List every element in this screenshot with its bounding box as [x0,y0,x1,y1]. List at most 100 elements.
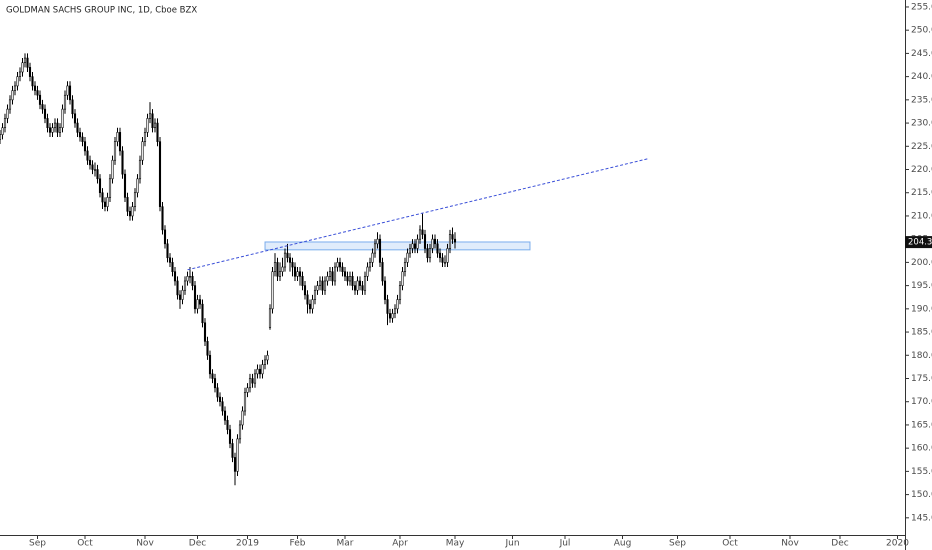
candle-body [131,206,134,217]
candle-body [118,132,122,152]
candle-body [158,141,162,207]
candle-body [333,266,337,282]
candle-body [323,280,327,291]
candle-body [231,443,234,458]
candle-body [236,438,239,472]
candle-body [63,94,67,110]
last-price-tag [905,236,932,249]
candle-body [431,238,434,249]
candle-body [386,299,389,314]
candle-body [258,368,262,375]
candle-body [293,266,297,277]
candle-body [176,280,179,296]
candle-body [81,136,84,142]
candle-body [438,252,442,259]
candle-body [308,303,312,310]
candle-body [376,238,379,245]
y-tick-label: 215.00 [911,188,932,198]
candle-body [123,173,127,198]
candle-body [168,257,172,263]
candle-body [356,280,359,291]
candle-body [31,76,34,87]
candle-body [178,294,182,300]
candle-body [96,169,99,180]
candle-body [136,178,139,194]
candle-body [443,262,447,264]
candle-body [336,262,339,268]
candle-body [76,122,79,133]
candle-body [208,354,212,375]
candle-body [286,252,289,259]
candle-body [413,243,417,249]
candle-body [343,271,347,277]
y-tick-label: 200.00 [911,258,932,268]
x-tick-label: Aug [614,539,632,549]
candle-body [83,141,87,152]
candle-body [396,299,399,310]
candle-body [331,271,334,282]
y-tick-label: 160.00 [911,444,932,454]
candle-body [243,392,247,412]
y-tick-label: 225.00 [911,142,932,152]
candle-body [93,169,97,171]
candle-body [346,276,349,282]
candle-body [148,113,152,119]
candle-body [453,238,457,243]
x-tick-label: Jun [504,539,519,549]
candle-body [248,378,252,389]
candle-body [268,308,272,328]
candle-body [193,285,197,310]
candle-body [203,322,207,342]
candle-body [206,341,209,356]
x-tick-label: Mar [337,539,354,549]
candle-body [173,271,177,282]
candle-body [448,234,452,249]
candle-body [111,159,114,180]
candle-body [368,262,372,268]
candle-body [281,266,284,272]
candle-body [218,396,222,403]
candle-body [106,197,109,207]
candle-body [126,197,129,212]
candle-body [241,410,244,426]
candle-body [98,178,102,194]
y-tick-label: 255.00 [911,2,932,12]
candle-body [113,141,117,161]
x-tick-label: Jul [559,539,571,549]
candle-body [311,299,314,310]
candle-body [296,271,299,277]
candle-body [103,201,107,207]
candle-body [188,276,192,278]
candle-body [228,429,232,444]
candle-body [6,108,9,119]
candle-body [418,229,422,240]
candle-body [73,113,77,124]
candle-body [221,401,224,412]
candle-body [328,271,332,277]
candle-body [261,364,264,375]
candle-body [146,118,149,133]
candle-body [451,234,454,240]
candle-body [338,262,342,268]
candle-body [28,67,32,77]
candle-body [0,134,2,140]
y-tick-label: 240.00 [911,72,932,82]
candle-body [223,410,227,421]
candle-body [11,90,14,101]
y-tick-label: 210.00 [911,211,932,221]
candle-body [401,271,404,286]
candle-body [353,285,357,291]
candle-body [326,276,329,282]
candle-body [21,62,24,73]
candle-body [416,238,419,249]
candle-body [38,94,42,105]
candle-body [253,373,257,384]
candle-body [161,206,164,231]
candle-body [121,150,124,175]
candle-body [423,234,427,249]
candle-body [291,262,294,268]
y-tick-label: 190.00 [911,304,932,314]
candle-body [306,294,309,305]
y-tick-label: 220.00 [911,165,932,175]
